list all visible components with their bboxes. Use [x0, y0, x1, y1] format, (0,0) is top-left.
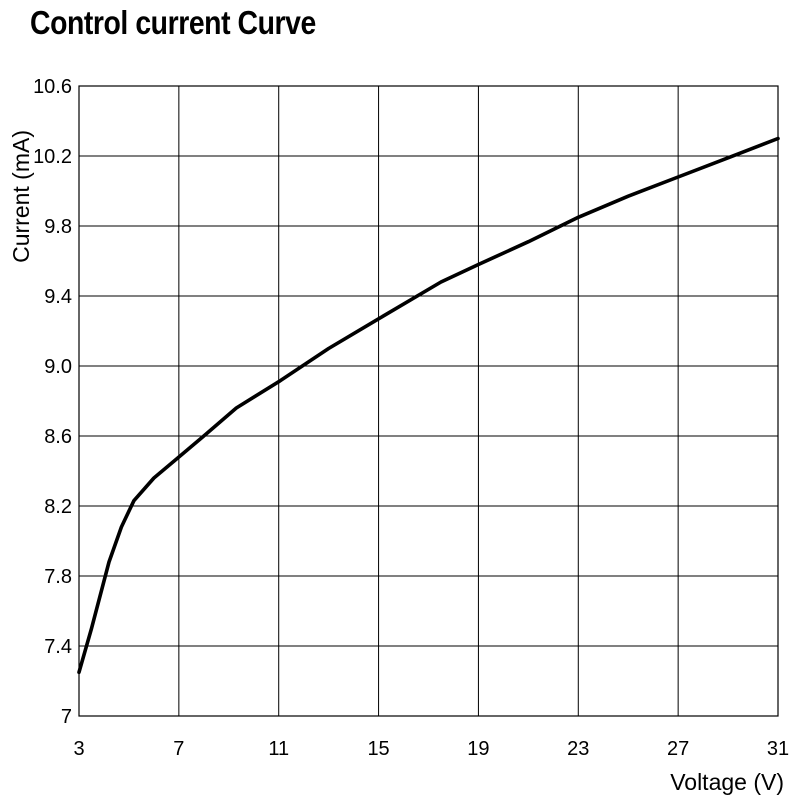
x-tick-label: 15	[367, 738, 389, 760]
y-tick-label: 10.6	[33, 76, 72, 98]
y-tick-label: 10.2	[33, 146, 72, 168]
chart-title: Control current Curve	[30, 4, 316, 41]
y-tick-label: 7.8	[44, 566, 72, 588]
x-tick-label: 19	[467, 738, 489, 760]
x-axis-label: Voltage (V)	[670, 769, 784, 795]
y-tick-label: 8.6	[44, 426, 72, 448]
plot-frame	[78, 85, 779, 717]
series-line-current	[77, 136, 780, 675]
y-axis-label: Current (mA)	[8, 130, 34, 263]
y-tick-label: 9.4	[44, 286, 72, 308]
x-tick-label: 31	[767, 738, 789, 760]
y-tick-label: 8.2	[44, 496, 72, 518]
y-tick-labels: 7 7.4 7.8 8.2 8.6 9.0 9.4 9.8 10.2 10.6	[33, 76, 72, 728]
x-tick-label: 7	[173, 738, 184, 760]
x-tick-label: 3	[73, 738, 84, 760]
x-tick-label: 23	[567, 738, 589, 760]
y-tick-label: 9.0	[44, 356, 72, 378]
y-tick-label: 9.8	[44, 216, 72, 238]
x-tick-labels: 3 7 11 15 19 23 27 31	[73, 738, 789, 760]
x-tick-label: 27	[667, 738, 689, 760]
y-tick-label: 7	[61, 706, 72, 728]
y-tick-label: 7.4	[44, 636, 72, 658]
x-tick-label: 11	[268, 738, 289, 760]
